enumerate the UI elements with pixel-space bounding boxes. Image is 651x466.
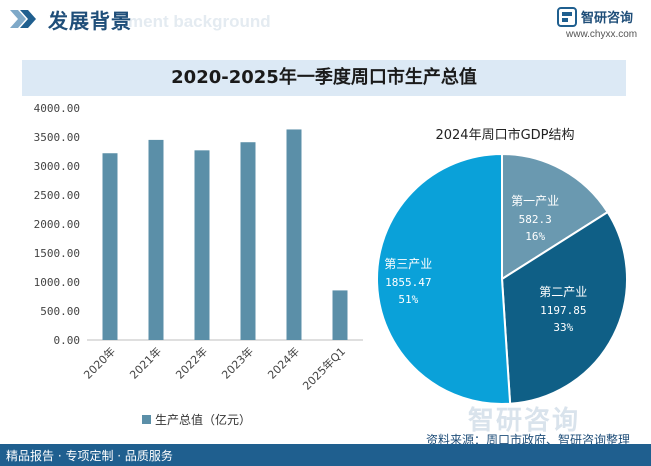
footer-services: 精品报告 · 专项定制 · 品质服务 xyxy=(6,449,173,463)
source-note: 资料来源：周口市政府、智研咨询整理 xyxy=(426,433,631,447)
y-tick-label: 0.00 xyxy=(54,334,81,347)
y-tick-label: 1500.00 xyxy=(34,247,80,260)
footer-bar: 精品报告 · 专项定制 · 品质服务 xyxy=(0,444,651,466)
x-tick-label: 2023年 xyxy=(219,344,256,381)
pie-slice xyxy=(376,152,512,405)
bar xyxy=(332,290,348,340)
y-tick-label: 2000.00 xyxy=(34,218,80,231)
brand-name: 智研咨询 xyxy=(581,11,634,26)
pie-slice-percent: 33% xyxy=(553,321,573,334)
header-ghost-text: ment background xyxy=(128,12,271,31)
x-tick-label: 2024年 xyxy=(265,344,302,381)
charts-area: 0.00 500.00 1000.00 1500.00 2000.00 2500.00 30… xyxy=(34,102,628,427)
y-tick-label: 2500.00 xyxy=(34,189,80,202)
legend-swatch xyxy=(142,415,151,424)
y-tick-label: 3000.00 xyxy=(34,160,80,173)
double-chevron-icon xyxy=(10,10,36,28)
pie-title: 2024年周口市GDP结构 xyxy=(435,127,574,143)
legend-label: 生产总值（亿元） xyxy=(155,412,251,427)
chart-title-band: 2020-2025年一季度周口市生产总值 xyxy=(22,60,626,96)
x-tick-label: 2025年Q1 xyxy=(300,344,349,393)
pie-slice xyxy=(500,210,628,405)
x-tick-label: 2021年 xyxy=(127,344,164,381)
x-tick-label: 2020年 xyxy=(81,344,118,381)
y-tick-label: 1000.00 xyxy=(34,276,80,289)
pie-slice-label: 第二产业 xyxy=(539,285,587,299)
bar xyxy=(240,142,256,340)
y-tick-label: 4000.00 xyxy=(34,102,80,115)
pie-slice-value: 582.3 xyxy=(519,213,552,226)
bar xyxy=(148,139,164,340)
bar xyxy=(286,129,302,340)
pie-slice-percent: 16% xyxy=(525,230,545,243)
bar-chart-title: 2020-2025年一季度周口市生产总值 xyxy=(171,67,477,88)
watermark-text: 智研咨询 xyxy=(468,406,581,436)
pie-slice-percent: 51% xyxy=(398,293,418,306)
pie-slice-value: 1197.85 xyxy=(540,304,586,317)
bar xyxy=(194,150,210,340)
page-header: ment background 发展背景 智研咨询 www.chyxx.com xyxy=(0,0,651,40)
x-tick-label: 2022年 xyxy=(173,344,210,381)
bar xyxy=(102,153,118,340)
brand-logo-icon xyxy=(557,7,577,27)
pie-slice-value: 1855.47 xyxy=(385,276,431,289)
y-tick-label: 500.00 xyxy=(40,305,80,318)
page-title: 发展背景 xyxy=(48,9,132,33)
pie-slice-label: 第一产业 xyxy=(511,194,559,208)
pie-slice xyxy=(501,152,609,281)
y-tick-label: 3500.00 xyxy=(34,131,80,144)
pie-slice-label: 第三产业 xyxy=(384,257,432,271)
brand-url: www.chyxx.com xyxy=(566,29,638,40)
